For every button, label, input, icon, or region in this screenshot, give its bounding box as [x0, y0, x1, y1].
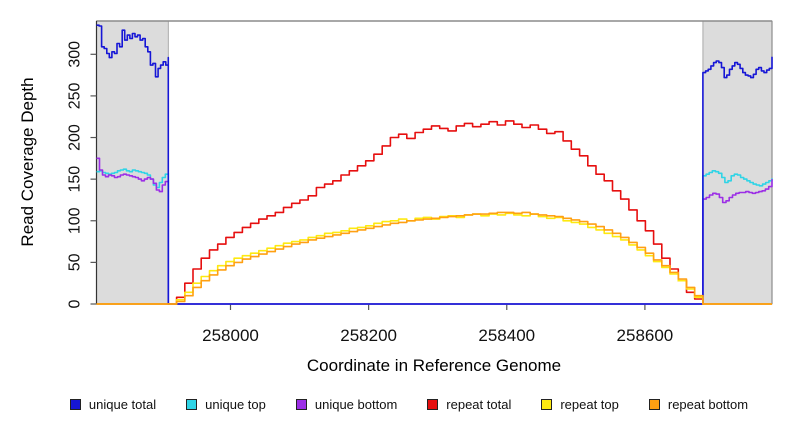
legend-label-unique-bottom: unique bottom — [314, 397, 398, 412]
repeat-bottom-line — [96, 211, 772, 305]
x-tick-label: 258400 — [478, 326, 535, 345]
shaded-region — [96, 20, 169, 305]
legend-label-unique-top: unique top — [205, 397, 266, 412]
legend-item-repeat-total: repeat total — [427, 397, 511, 412]
x-tick-label: 258600 — [617, 326, 674, 345]
legend-swatch-repeat-total — [427, 399, 439, 410]
y-tick-label: 150 — [67, 166, 84, 193]
legend-item-repeat-bottom: repeat bottom — [648, 397, 749, 412]
unique-total-line — [96, 24, 773, 305]
legend-label-unique-total: unique total — [88, 397, 157, 412]
y-tick-label: 300 — [67, 41, 84, 68]
y-axis-title: Read Coverage Depth — [18, 77, 37, 247]
legend-label-repeat-top: repeat top — [560, 397, 619, 412]
legend-item-unique-bottom: unique bottom — [295, 397, 398, 412]
legend: unique total unique top unique bottom repea… — [0, 397, 792, 412]
x-tick-label: 258000 — [202, 326, 259, 345]
legend-item-unique-total: unique total — [69, 397, 157, 412]
unique-bottom-line — [96, 157, 773, 305]
x-tick-label: 258200 — [340, 326, 397, 345]
legend-swatch-unique-total — [69, 399, 81, 410]
legend-swatch-repeat-top — [541, 399, 553, 410]
x-axis-title: Coordinate in Reference Genome — [306, 356, 562, 375]
legend-swatch-unique-bottom — [295, 399, 307, 410]
legend-swatch-unique-top — [186, 399, 198, 410]
legend-label-repeat-bottom: repeat bottom — [667, 397, 749, 412]
legend-label-repeat-total: repeat total — [446, 397, 512, 412]
legend-item-repeat-top: repeat top — [541, 397, 619, 412]
y-tick-label: 0 — [67, 299, 84, 308]
y-tick-label: 250 — [67, 82, 84, 109]
legend-swatch-repeat-bottom — [648, 399, 660, 410]
y-tick-label: 100 — [67, 207, 84, 234]
y-tick-label: 50 — [67, 253, 84, 271]
y-tick-label: 200 — [67, 124, 84, 151]
legend-item-unique-top: unique top — [186, 397, 266, 412]
repeat-total-line — [96, 120, 772, 305]
